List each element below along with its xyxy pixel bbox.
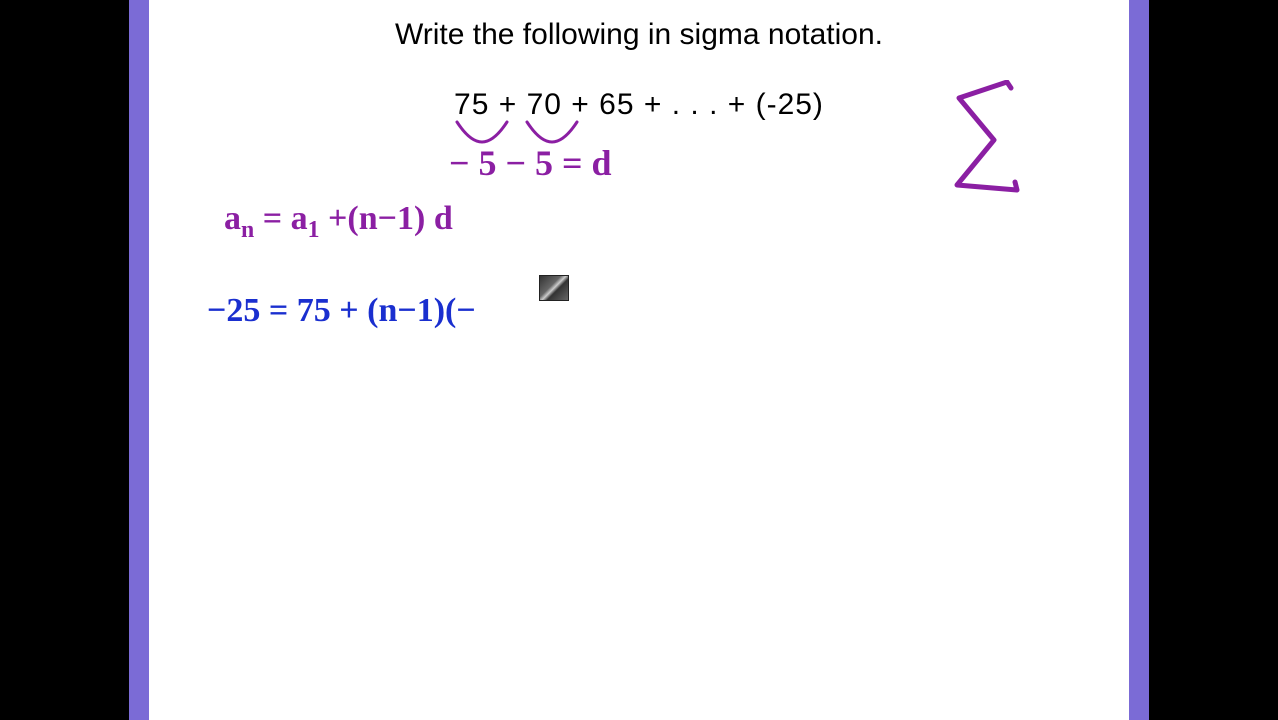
formula-rest: +(n−1) d: [328, 200, 453, 237]
problem-title: Write the following in sigma notation.: [149, 18, 1129, 52]
arithmetic-formula: an = a1 +(n−1) d: [224, 200, 453, 244]
pen-cursor-icon: [539, 275, 569, 301]
formula-an: an: [224, 200, 254, 237]
sigma-icon: [949, 80, 1024, 200]
difference-annotation: − 5 − 5 = d: [449, 142, 612, 184]
substituted-equation: −25 = 75 + (n−1)(−: [207, 292, 476, 330]
formula-a1: a1: [291, 200, 320, 237]
formula-equals: =: [263, 200, 291, 237]
whiteboard: Write the following in sigma notation. 7…: [149, 0, 1129, 720]
border-frame: Write the following in sigma notation. 7…: [129, 0, 1149, 720]
